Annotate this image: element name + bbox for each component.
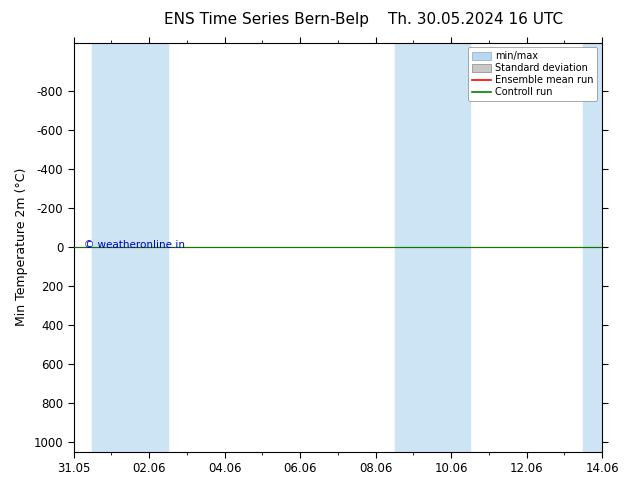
Text: ENS Time Series Bern-Belp: ENS Time Series Bern-Belp	[164, 12, 369, 27]
Y-axis label: Min Temperature 2m (°C): Min Temperature 2m (°C)	[15, 168, 28, 326]
Bar	[583, 43, 621, 452]
Legend: min/max, Standard deviation, Ensemble mean run, Controll run: min/max, Standard deviation, Ensemble me…	[468, 48, 597, 101]
Text: Th. 30.05.2024 16 UTC: Th. 30.05.2024 16 UTC	[388, 12, 563, 27]
Bar	[394, 43, 470, 452]
Bar	[93, 43, 168, 452]
Text: © weatheronline.in: © weatheronline.in	[84, 240, 185, 250]
